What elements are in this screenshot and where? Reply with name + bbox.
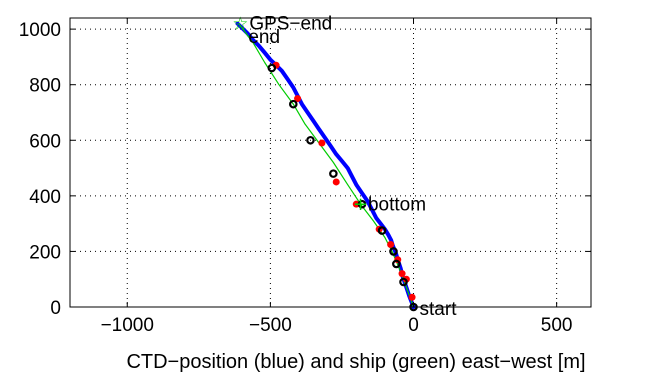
x-tick-label: −1000 [101,315,154,336]
y-tick-label: 800 [29,76,61,97]
x-tick-label: −500 [249,315,292,336]
bottom-plus-marker: + [353,194,368,215]
red-marker-point [333,178,340,185]
black-marker-point [393,261,399,267]
y-tick-label: 600 [29,131,61,152]
y-tick-label: 200 [29,242,61,263]
ctd-line [238,24,414,307]
red-marker-point [399,270,406,277]
gps-end-star-marker: ☆ [232,14,248,35]
y-tick-label: 1000 [19,20,61,41]
ship-line [239,24,414,307]
annotation-end: end [248,27,280,48]
x-tick-label: 500 [541,315,573,336]
red-marker-point [318,140,325,147]
annotation-bottom: bottom [368,194,426,215]
series-layer [238,24,414,307]
black-marker-point [330,170,336,176]
red-marker-point [409,294,416,301]
annotation-start: start [420,299,458,320]
y-tick-label: 0 [50,298,61,319]
x-axis-label: CTD−position (blue) and ship (green) eas… [126,351,585,373]
red-marker-point [387,241,394,248]
x-tick-label: 0 [408,315,419,336]
y-tick-label: 400 [29,187,61,208]
marker-layer: ☆+ [232,14,416,311]
tick-layer: −1000 −500 0 500 0 200 400 600 800 1000 [19,18,591,336]
grid-layer [70,18,591,307]
plot-area-frame [70,18,591,307]
black-marker-point [269,65,275,71]
